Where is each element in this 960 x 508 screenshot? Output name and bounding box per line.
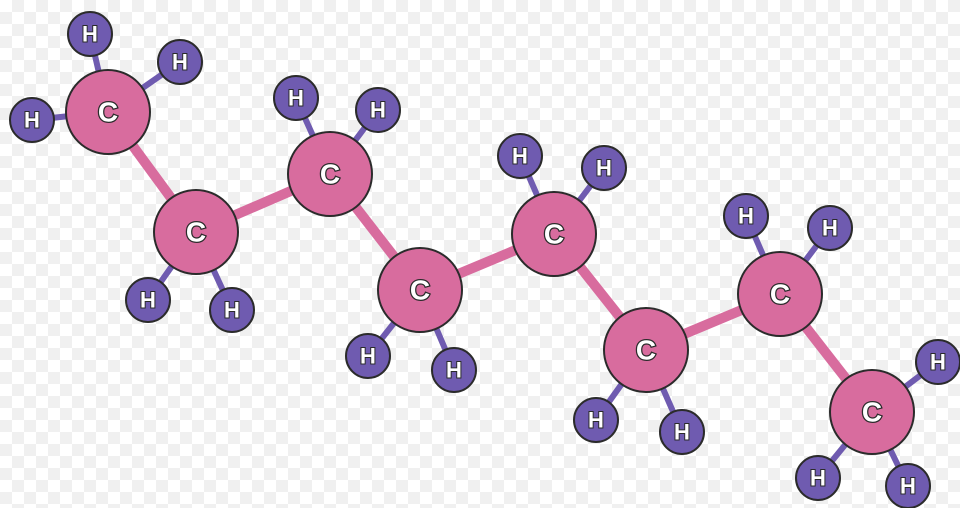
hydrogen-label: H [810, 466, 826, 491]
hydrogen-atom: H [574, 398, 618, 442]
hydrogen-label: H [360, 344, 376, 369]
hydrogen-label: H [596, 156, 612, 181]
carbon-label: C [186, 217, 206, 248]
carbon-atom: C [830, 370, 914, 454]
hydrogen-label: H [82, 22, 98, 47]
carbon-atom: C [378, 248, 462, 332]
hydrogen-label: H [930, 350, 946, 375]
hydrogen-atom: H [498, 134, 542, 178]
hydrogen-label: H [446, 358, 462, 383]
hydrogen-atom: H [582, 146, 626, 190]
hydrogen-label: H [370, 98, 386, 123]
carbon-atom: C [288, 132, 372, 216]
hydrogen-atom: H [916, 340, 960, 384]
carbon-atom: C [604, 308, 688, 392]
hydrogen-label: H [140, 288, 156, 313]
hydrogen-label: H [512, 144, 528, 169]
carbon-label: C [636, 335, 656, 366]
carbon-label: C [98, 97, 118, 128]
hydrogen-atom: H [660, 410, 704, 454]
carbon-label: C [770, 279, 790, 310]
hydrogen-label: H [24, 108, 40, 133]
hydrogen-label: H [288, 86, 304, 111]
hydrogen-label: H [588, 408, 604, 433]
hydrogen-label: H [738, 204, 754, 229]
hydrogen-atom: H [210, 288, 254, 332]
carbon-label: C [862, 397, 882, 428]
hydrogen-label: H [674, 420, 690, 445]
molecule-diagram: H H H H H H H H H H H H H H H H H H C C C C C C C C [0, 0, 960, 508]
hydrogen-label: H [900, 474, 916, 499]
hydrogen-atom: H [158, 40, 202, 84]
carbon-atom: C [512, 192, 596, 276]
carbon-label: C [320, 159, 340, 190]
hydrogen-atom: H [796, 456, 840, 500]
hydrogen-atom: H [356, 88, 400, 132]
carbon-label: C [544, 219, 564, 250]
hydrogen-atom: H [274, 76, 318, 120]
hydrogen-atom: H [724, 194, 768, 238]
hydrogen-atom: H [432, 348, 476, 392]
carbon-atom: C [66, 70, 150, 154]
hydrogen-label: H [822, 216, 838, 241]
hydrogen-atom: H [808, 206, 852, 250]
hydrogen-atom: H [10, 98, 54, 142]
molecule-svg: H H H H H H H H H H H H H H H H H H C C C C C C C C [0, 0, 960, 508]
hydrogen-atom: H [886, 464, 930, 508]
hydrogen-atom: H [68, 12, 112, 56]
carbon-atom: C [154, 190, 238, 274]
carbon-atom: C [738, 252, 822, 336]
hydrogen-label: H [172, 50, 188, 75]
hydrogen-atom: H [346, 334, 390, 378]
hydrogen-label: H [224, 298, 240, 323]
hydrogen-atom: H [126, 278, 170, 322]
carbon-label: C [410, 275, 430, 306]
